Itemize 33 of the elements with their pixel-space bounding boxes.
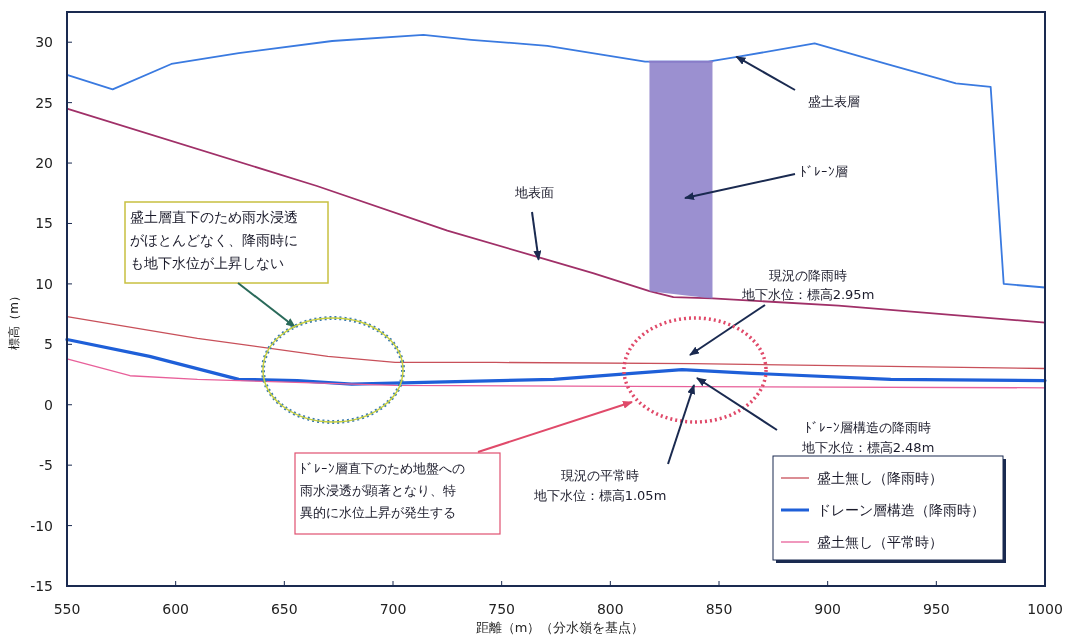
x-tick-label: 600 (162, 601, 190, 617)
annotation: 現況の平常時地下水位：標高1.05m (532, 468, 667, 503)
legend-label: 盛土無し（降雨時） (817, 470, 943, 486)
y-tick-label: 30 (35, 34, 53, 51)
annotation: ﾄﾞﾚｰﾝ層直下のため地盤への雨水浸透が顕著となり、特異的に水位上昇が発生する (300, 461, 465, 520)
y-tick-label: 25 (35, 94, 53, 111)
x-tick-label: 550 (53, 601, 81, 617)
legend-label: 盛土無し（平常時） (817, 534, 943, 550)
x-tick-label: 750 (488, 601, 516, 617)
legend-label: ドレーン層構造（降雨時） (817, 502, 985, 518)
y-tick-label: -5 (39, 457, 53, 474)
y-tick-label: 10 (35, 275, 53, 292)
x-axis-title: 距離（m）（分水嶺を基点） (475, 620, 645, 635)
x-tick-label: 800 (596, 601, 624, 617)
x-tick-label: 1000 (1027, 601, 1063, 617)
annotation: ﾄﾞﾚｰﾝ層 (800, 164, 848, 179)
y-tick-label: 15 (35, 215, 53, 232)
x-tick-label: 950 (922, 601, 950, 617)
x-tick-label: 850 (705, 601, 733, 617)
y-tick-label: -10 (30, 517, 53, 534)
x-tick-label: 700 (379, 601, 407, 617)
annotation: 地表面 (514, 185, 554, 200)
x-tick-label: 900 (814, 601, 842, 617)
y-tick-label: 0 (44, 396, 53, 413)
y-tick-label: 20 (35, 155, 53, 172)
annotation: ﾄﾞﾚｰﾝ層構造の降雨時地下水位：標高2.48m (800, 420, 935, 455)
annotation: 盛土層直下のため雨水浸透がほとんどなく、降雨時にも地下水位が上昇しない (130, 209, 298, 271)
annotation: 現況の降雨時地下水位：標高2.95m (740, 268, 875, 302)
annotation: 盛土表層 (808, 94, 860, 109)
y-tick-label: 5 (44, 336, 53, 353)
y-tick-label: -15 (30, 578, 53, 594)
x-tick-label: 650 (270, 601, 298, 617)
y-axis-title: 標高（m） (7, 290, 21, 350)
